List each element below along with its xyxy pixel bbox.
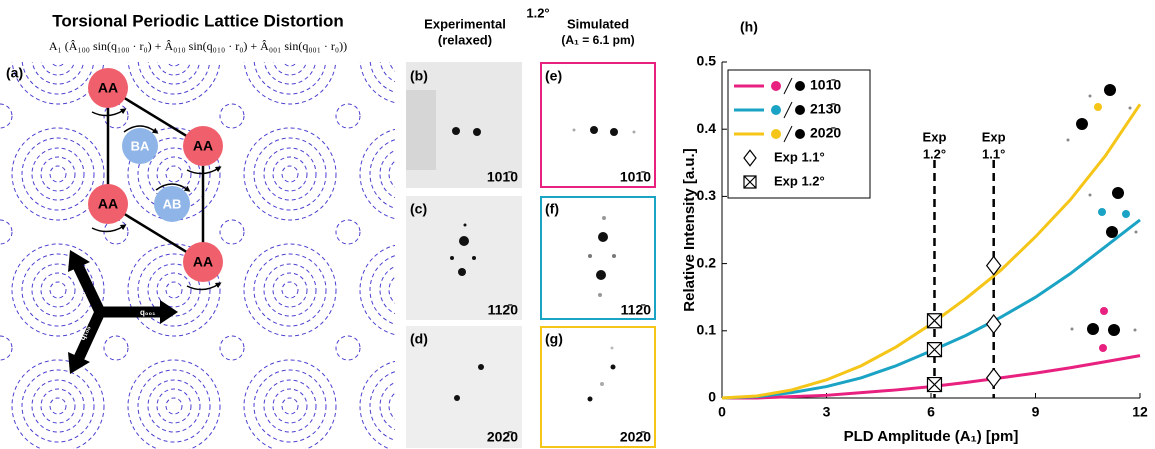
reference-label: 1.2°	[923, 146, 946, 161]
vector-label: q₀₀₁	[140, 308, 156, 317]
x-tick-label: 6	[927, 404, 935, 420]
legend-dot	[771, 81, 781, 91]
y-tick-label: 0.3	[697, 187, 717, 203]
series-line	[722, 220, 1140, 398]
site-label: AA	[193, 254, 213, 270]
panel-title: Torsional Periodic Lattice Distortion	[52, 11, 344, 30]
column-header: Simulated	[567, 16, 629, 31]
reflection-label: 101̄0	[620, 169, 651, 185]
reflection-label: 112̄0	[488, 302, 519, 318]
y-tick-label: 0.5	[697, 53, 717, 69]
chart-h: (h) 0 0.1 0.2 0.3 0.4 0.5 0 3 6 9 12 PLD Amplitude (…	[681, 19, 1148, 445]
diffraction-panels: Experimental (relaxed) 1.2° Simulated (A…	[406, 5, 655, 448]
panel-label: (h)	[740, 19, 758, 35]
panel-label: (a)	[6, 65, 23, 81]
marker	[927, 314, 941, 328]
y-tick-label: 0	[708, 389, 716, 405]
figure: Torsional Periodic Lattice Distortion A₁…	[0, 0, 1155, 449]
legend-dot	[795, 105, 805, 115]
panel-a: Torsional Periodic Lattice Distortion A₁…	[0, 11, 395, 449]
column-header: (relaxed)	[438, 32, 492, 47]
legend-dot	[795, 81, 805, 91]
reflection-label: 202̄0	[620, 429, 651, 445]
reference-label: 1.1°	[982, 146, 1005, 161]
marker	[927, 378, 941, 392]
x-tick-label: 3	[823, 404, 831, 420]
site-label: AA	[98, 196, 118, 212]
exp-shadow	[406, 90, 436, 170]
panel-label: (e)	[545, 68, 562, 84]
legend-dot	[795, 129, 805, 139]
x-tick-label: 12	[1132, 404, 1148, 420]
column-header: (A₁ = 6.1 pm)	[561, 33, 634, 47]
reference-label: Exp	[982, 129, 1006, 144]
site-label: AA	[193, 138, 213, 154]
legend-label: 202̄0	[810, 125, 841, 141]
angle-label: 1.2°	[526, 5, 549, 20]
y-tick-label: 0.4	[697, 120, 717, 136]
y-axis-label: Relative Intensity [a.u.]	[681, 148, 698, 311]
panel-label: (b)	[410, 68, 428, 84]
reflection-label: 112̄0	[621, 302, 652, 318]
reflection-label: 101̄0	[487, 169, 518, 185]
site-label: AA	[98, 80, 118, 96]
legend-dot	[771, 105, 781, 115]
legend-label: Exp 1.1°	[774, 149, 825, 164]
formula: A₁ (Â₁₀₀ sin(q₁₀₀ · r₀) + Â₀₁₀ sin(q₀₁₀ …	[49, 39, 347, 53]
site-label: BA	[131, 138, 150, 153]
legend-label: 101̄0	[810, 77, 841, 93]
y-tick-label: 0.2	[697, 254, 717, 270]
column-header: Experimental	[424, 16, 506, 31]
marker	[927, 343, 941, 357]
y-tick-label: 0.1	[697, 322, 717, 338]
reference-label: Exp	[923, 129, 947, 144]
marker	[987, 369, 1001, 387]
panel-label: (f)	[545, 201, 559, 217]
site-label: AB	[163, 196, 182, 211]
panel-label: (d)	[410, 331, 428, 347]
panel-label: (c)	[410, 201, 427, 217]
reflection-label: 202̄0	[487, 429, 518, 445]
legend-label: Exp 1.2°	[774, 173, 825, 188]
legend-symbol	[744, 176, 756, 188]
x-tick-label: 0	[718, 404, 726, 420]
x-tick-label: 9	[1032, 404, 1040, 420]
legend-label: 213̄0	[810, 101, 841, 117]
x-axis-label: PLD Amplitude (A₁) [pm]	[844, 428, 1019, 445]
panel-label: (g)	[545, 331, 563, 347]
legend-dot	[771, 129, 781, 139]
